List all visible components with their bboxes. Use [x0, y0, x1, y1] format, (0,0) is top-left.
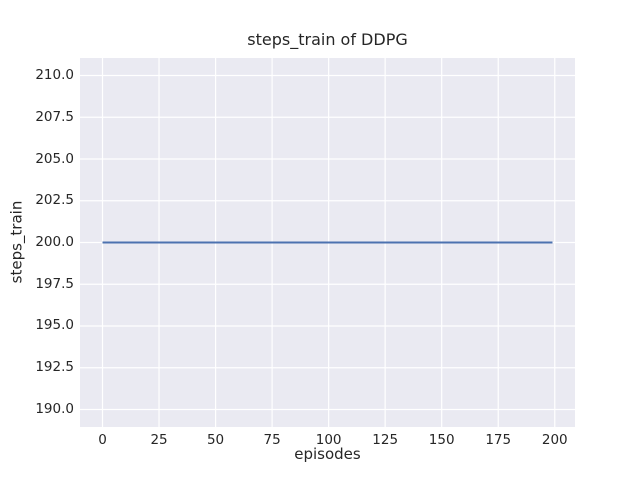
- y-tick-label: 192.5: [35, 359, 74, 376]
- plot-area: [80, 58, 575, 427]
- y-tick-label: 200.0: [35, 234, 74, 250]
- y-tick-label: 197.5: [35, 275, 74, 292]
- plot-canvas: [80, 58, 575, 427]
- y-tick-label: 207.5: [35, 108, 74, 125]
- y-tick-label: 202.5: [35, 192, 74, 209]
- x-tick-label: 125: [372, 432, 399, 448]
- chart-title: steps_train of DDPG: [247, 30, 408, 49]
- x-tick-label: 50: [206, 432, 225, 448]
- x-tick-label: 0: [98, 432, 107, 448]
- x-tick-label: 150: [428, 432, 455, 448]
- x-tick-label: 75: [263, 432, 281, 448]
- y-tick-label: 205.0: [35, 150, 74, 167]
- x-tick-label: 25: [150, 432, 168, 448]
- y-tick-label: 210.0: [35, 67, 74, 84]
- y-tick-label: 195.0: [35, 317, 74, 334]
- x-axis-label: episodes: [294, 445, 361, 463]
- x-tick-label: 100: [315, 432, 342, 448]
- x-tick-label: 200: [541, 432, 568, 448]
- y-tick-label: 190.0: [35, 400, 74, 417]
- x-tick-label: 175: [485, 432, 512, 448]
